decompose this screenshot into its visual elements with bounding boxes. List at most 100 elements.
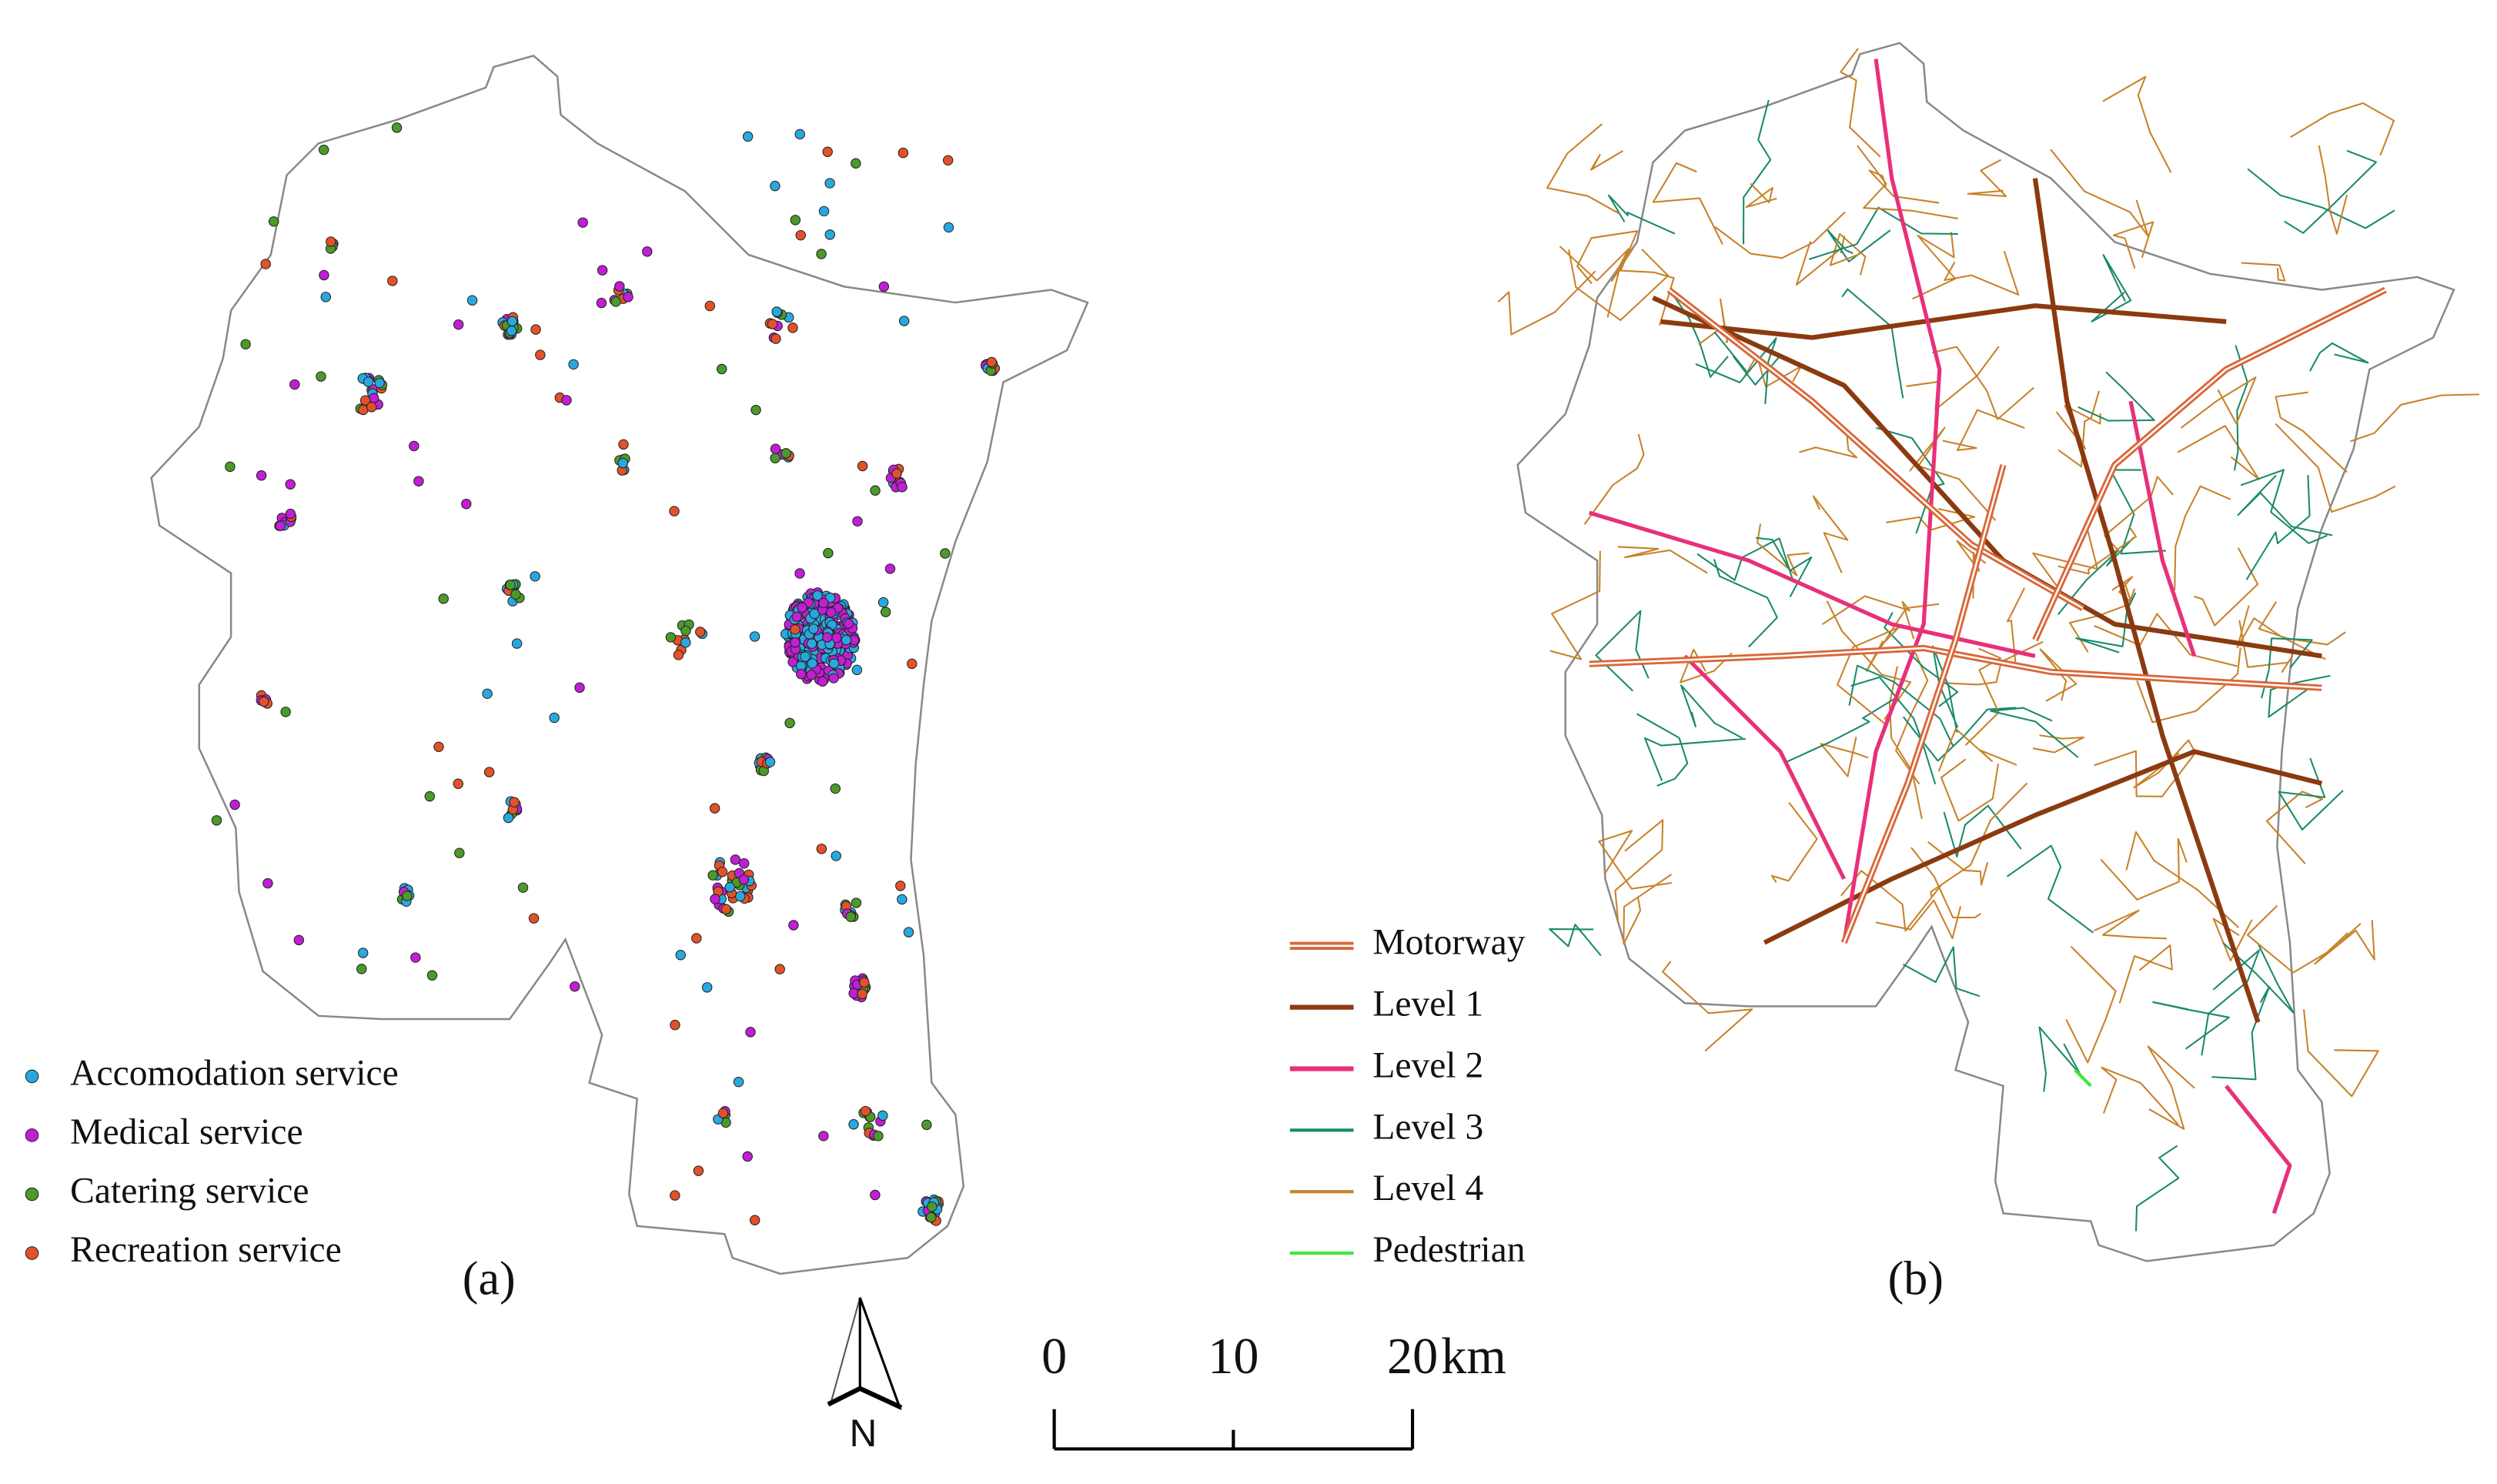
poi-point (781, 448, 791, 459)
poi-point (610, 296, 621, 307)
poi-point (841, 634, 852, 646)
minor-road (2100, 837, 2188, 901)
minor-road (1583, 433, 1645, 525)
level2-road (1842, 58, 1942, 944)
minor-road (2006, 587, 2025, 667)
minor-road (2135, 1145, 2180, 1232)
minor-road (2211, 985, 2271, 1081)
poi-point (852, 516, 863, 527)
minor-road (1990, 707, 2079, 758)
scale-bar: 0 10 20 km (1041, 1329, 1506, 1451)
poi-point (258, 696, 269, 707)
motorway-center (2034, 289, 2386, 641)
minor-road (2245, 475, 2311, 580)
minor-road (1932, 346, 2034, 420)
poi-point (506, 316, 518, 327)
poi-point (225, 461, 236, 473)
poi-point (822, 146, 833, 158)
minor-road (1546, 123, 1620, 215)
legend-label: Level 1 (1372, 984, 1483, 1024)
poi-point (898, 147, 909, 159)
poi-point (391, 122, 403, 133)
minor-road (2032, 527, 2098, 601)
legend-marker (25, 1187, 39, 1202)
level2-road (2128, 400, 2197, 657)
arrow-base (827, 1385, 903, 1410)
poi-point (275, 520, 286, 531)
poi-point (807, 658, 818, 669)
poi-point (742, 131, 754, 142)
poi-point (673, 650, 684, 660)
minor-road (1850, 676, 1937, 784)
poi-point (816, 249, 827, 259)
poi-point (770, 443, 781, 454)
poi-point (877, 597, 889, 608)
poi-point (482, 688, 493, 700)
poi-point (669, 506, 680, 516)
minor-road (1912, 232, 1957, 300)
minor-road (2238, 620, 2294, 673)
minor-road (2147, 1045, 2195, 1130)
poi-point (695, 627, 706, 637)
poi-point (316, 371, 326, 382)
minor-road (2177, 425, 2260, 480)
poi-point (363, 376, 374, 387)
poi-point (818, 206, 830, 217)
minor-road (1931, 645, 1959, 733)
poi-point (735, 891, 746, 902)
poi-point (907, 658, 918, 670)
poi-point (366, 402, 377, 413)
minor-road (1944, 250, 2020, 296)
poi-point (880, 607, 891, 617)
poi-point (851, 158, 861, 169)
poi-point (426, 970, 438, 981)
minor-road (1713, 331, 1780, 386)
poi-point (884, 563, 896, 574)
scale-label: 0 (1041, 1329, 1067, 1385)
minor-road (1698, 298, 1729, 346)
poi-point (717, 1108, 729, 1118)
poi-point (749, 631, 760, 642)
poi-point (617, 457, 628, 469)
minor-road (1713, 559, 1778, 648)
minor-road (2240, 469, 2328, 544)
poi-point (285, 479, 296, 490)
panel-label: (a) (463, 1253, 516, 1305)
poi-point (368, 393, 379, 403)
poi-point (356, 964, 367, 974)
poi-point (942, 155, 954, 166)
poi-point (453, 778, 463, 789)
motorway-center (1589, 647, 2322, 689)
poi-point (568, 359, 579, 370)
poi-point (280, 707, 291, 717)
minor-road (2125, 831, 2240, 928)
poi-point (675, 950, 686, 961)
poi-point (830, 783, 841, 794)
legend-label: Level 2 (1372, 1045, 1483, 1085)
poi-point (877, 1110, 888, 1121)
motorway-center (1668, 289, 2084, 610)
minor-road (1743, 99, 1772, 245)
minor-road (2118, 944, 2173, 1004)
poi-points (211, 122, 1001, 1226)
poi-point (823, 547, 834, 559)
poi-point (745, 1027, 756, 1038)
poi-point (410, 952, 421, 963)
minor-road (2180, 376, 2257, 429)
north-arrow: N (827, 1297, 903, 1455)
poi-point (229, 799, 240, 811)
minor-road (2247, 168, 2395, 229)
poi-point (764, 757, 776, 767)
minor-road (1497, 270, 1596, 336)
minor-road (1662, 961, 1753, 1052)
minor-road (1910, 847, 1981, 919)
motorway-center (1843, 464, 2004, 944)
minor-road (1590, 150, 1623, 171)
poi-point (730, 854, 741, 865)
poi-point (293, 934, 305, 946)
poi-point (794, 129, 805, 140)
minor-road (2233, 345, 2248, 471)
poi-point (262, 877, 273, 889)
minor-road (2314, 920, 2375, 965)
